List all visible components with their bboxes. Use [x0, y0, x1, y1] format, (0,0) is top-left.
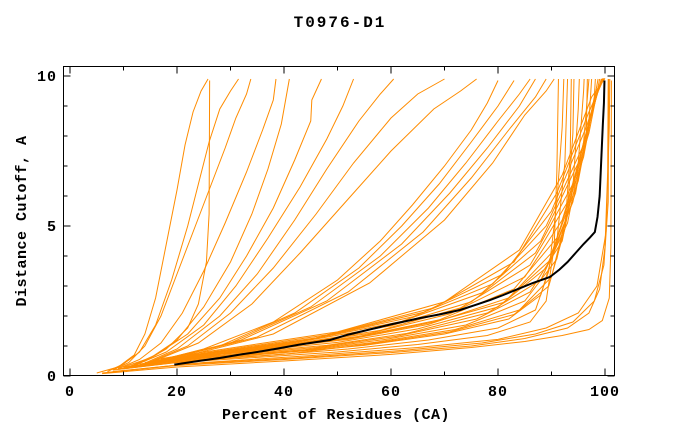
- model-curve: [112, 78, 559, 371]
- y-tick-label: 0: [47, 369, 57, 386]
- model-curve: [144, 80, 499, 365]
- y-tick-label: 10: [37, 69, 57, 86]
- model-curve: [160, 78, 605, 360]
- x-tick-label: 40: [274, 384, 294, 401]
- x-tick-label: 0: [65, 384, 75, 401]
- curves-layer: [96, 78, 612, 375]
- y-tick-label: 5: [47, 219, 57, 236]
- model-curve: [139, 78, 588, 366]
- model-curve: [112, 78, 252, 371]
- model-curve: [160, 78, 606, 360]
- model-curve: [118, 78, 572, 369]
- x-tick-label: 20: [167, 384, 187, 401]
- model-curve: [150, 78, 604, 363]
- x-axis-label: Percent of Residues (CA): [222, 407, 450, 424]
- model-curve: [128, 78, 585, 367]
- x-tick-label: 100: [590, 384, 620, 401]
- model-curve: [102, 80, 612, 375]
- reference-curve: [174, 80, 606, 366]
- model-curve: [128, 78, 322, 368]
- model-curve: [107, 78, 239, 372]
- model-curve: [150, 78, 477, 363]
- model-curve: [171, 78, 555, 360]
- model-curve: [155, 78, 531, 362]
- model-curve: [139, 78, 395, 366]
- model-curve: [155, 78, 603, 361]
- model-curve: [123, 78, 569, 369]
- model-curve: [112, 78, 611, 372]
- y-axis-label: Distance Cutoff, A: [14, 135, 31, 306]
- model-curve: [123, 80, 211, 369]
- model-curve: [160, 78, 536, 362]
- chart-title: T0976-D1: [294, 14, 387, 32]
- model-curve: [128, 78, 580, 368]
- model-curve: [134, 78, 355, 366]
- x-tick-label: 80: [488, 384, 508, 401]
- model-curve: [150, 78, 603, 363]
- model-curve: [107, 78, 610, 373]
- model-curve: [96, 78, 209, 374]
- axes-layer: 0 20 40 60 80 100 0 5 10: [37, 66, 620, 401]
- model-curve: [144, 78, 445, 365]
- model-curve: [166, 78, 547, 360]
- model-curve: [139, 78, 596, 366]
- model-curve: [134, 78, 593, 366]
- model-curve: [123, 78, 575, 368]
- model-curve: [144, 78, 602, 363]
- x-tick-label: 60: [381, 384, 401, 401]
- model-curve: [150, 80, 515, 363]
- model-curve: [123, 78, 290, 368]
- model-curve: [134, 78, 590, 367]
- plot-frame: [63, 66, 615, 376]
- model-curve: [117, 78, 277, 369]
